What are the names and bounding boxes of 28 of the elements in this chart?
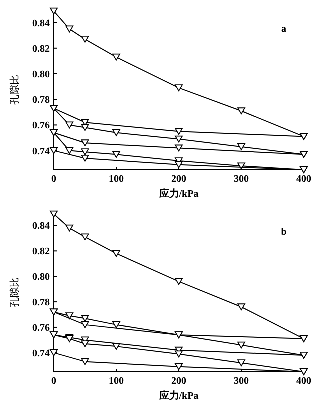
y-tick-label: 0.74 (32, 348, 50, 360)
x-tick-label: 300 (234, 174, 249, 185)
x-tick-label: 200 (172, 174, 186, 185)
x-tick-label: 0 (52, 174, 56, 185)
x-tick-label: 0 (52, 376, 56, 387)
y-axis-title: 孔隙比 (9, 75, 21, 105)
y-tick-label: 0.74 (32, 146, 50, 158)
y-tick-label: 0.80 (32, 272, 50, 284)
x-tick-label: 300 (234, 376, 249, 387)
x-tick-label: 400 (296, 174, 312, 185)
y-tick-label: 0.78 (32, 95, 50, 106)
x-tick-label: 100 (109, 376, 124, 387)
x-axis-title: 应力/kPa (158, 390, 199, 402)
y-tick-label: 0.78 (32, 298, 50, 309)
annotation: b (281, 227, 288, 238)
y-tick-label: 0.76 (32, 322, 50, 334)
y-tick-label: 0.80 (32, 70, 50, 80)
annotation: a (282, 24, 286, 35)
y-tick-label: 0.82 (32, 44, 50, 55)
x-tick-label: 200 (172, 376, 186, 387)
x-tick-label: 400 (296, 376, 312, 387)
y-tick-label: 0.84 (32, 18, 50, 30)
y-tick-label: 0.84 (32, 221, 50, 232)
y-tick-label: 0.82 (32, 246, 50, 258)
x-tick-label: 100 (109, 174, 124, 185)
y-tick-label: 0.76 (32, 120, 50, 132)
x-axis-title: 应力/kPa (158, 188, 199, 200)
y-axis-title: 孔隙比 (9, 278, 21, 308)
